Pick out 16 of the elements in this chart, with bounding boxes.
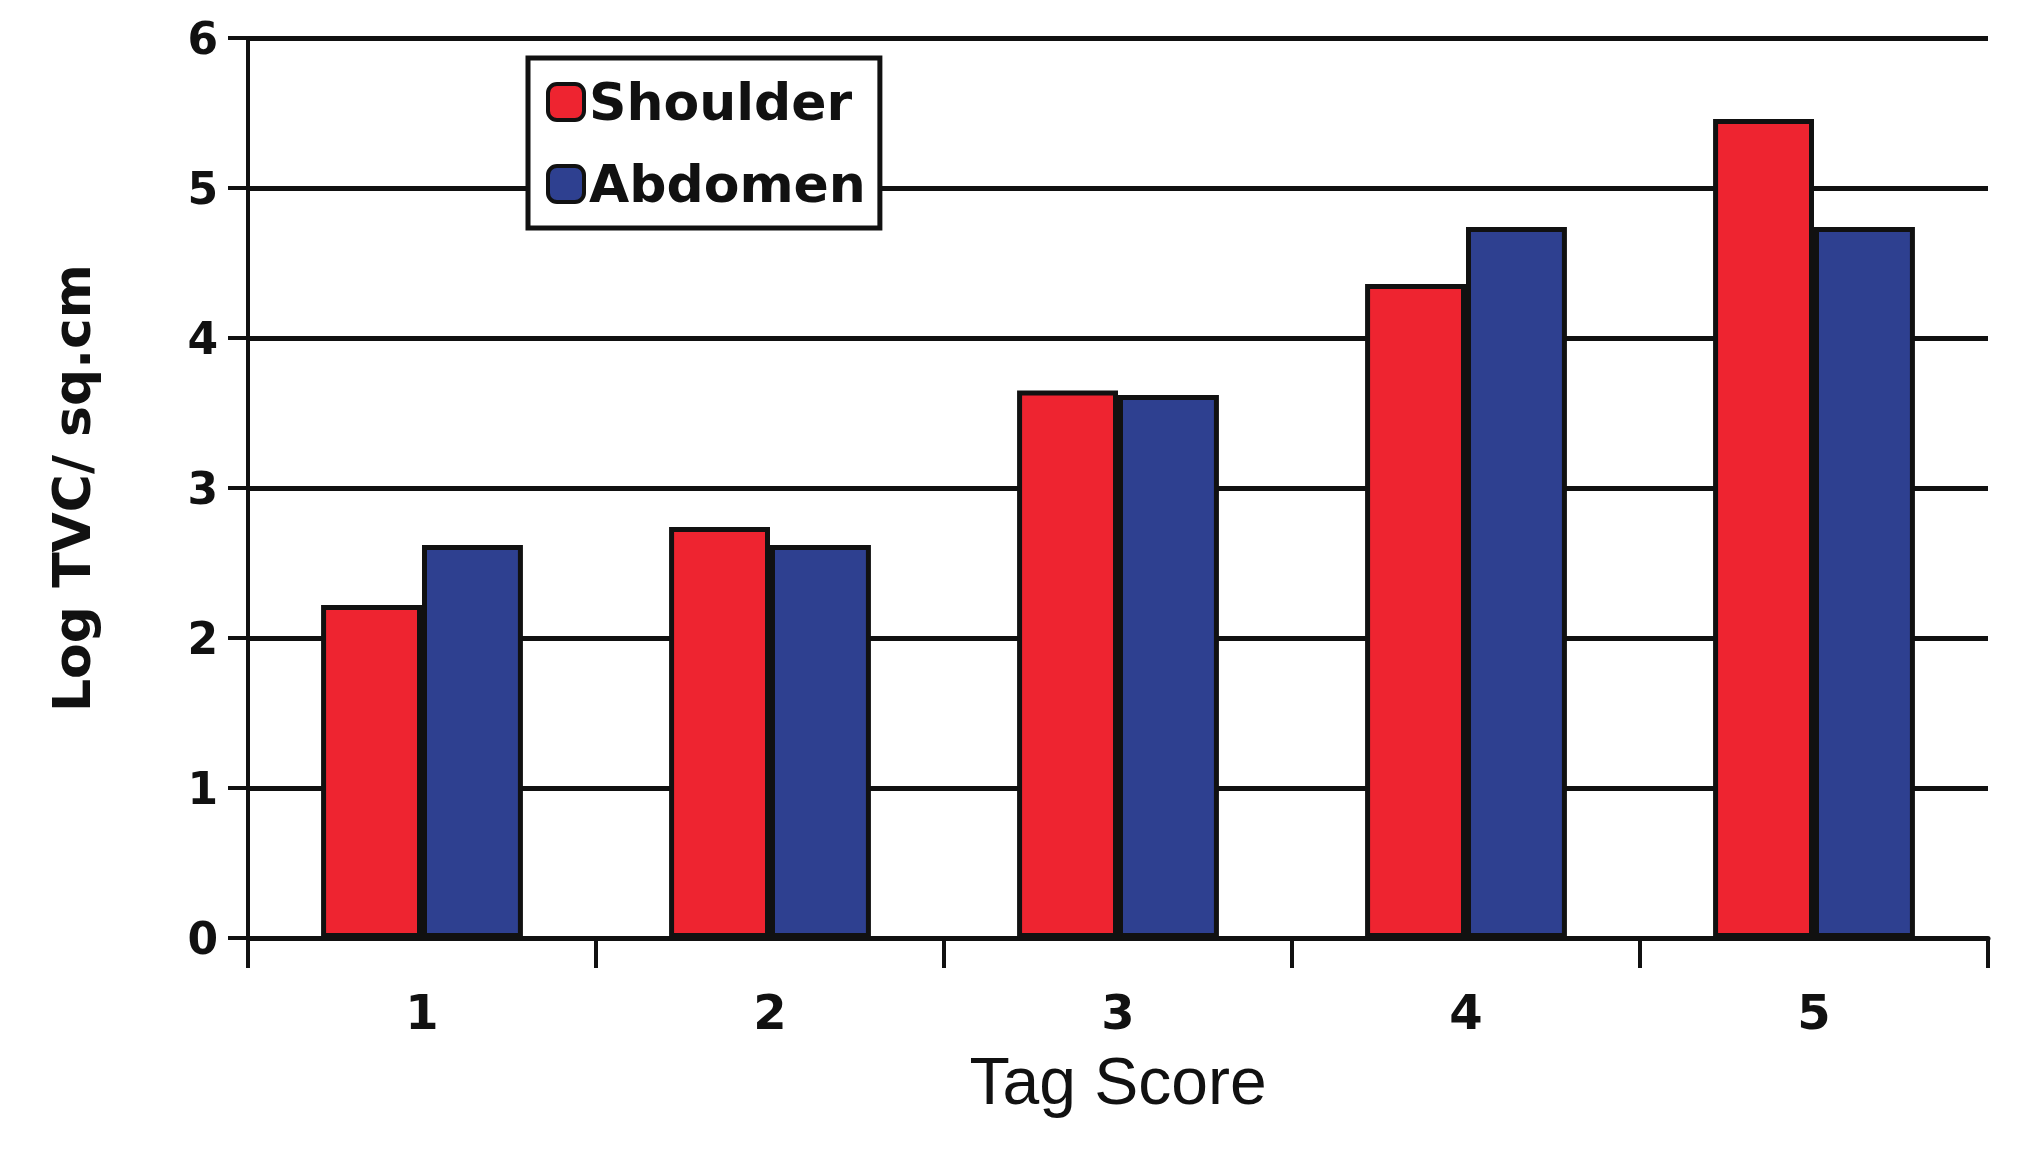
y-tick-label: 0 xyxy=(187,912,218,964)
x-tick-label: 1 xyxy=(405,984,439,1040)
x-tick-label: 5 xyxy=(1797,984,1831,1040)
x-axis-title: Tag Score xyxy=(969,1044,1267,1118)
x-tick-label: 3 xyxy=(1101,984,1135,1040)
y-tick-label: 3 xyxy=(187,462,218,514)
y-tick-label: 1 xyxy=(187,762,218,814)
y-tick-label: 2 xyxy=(187,612,218,664)
legend-label: Shoulder xyxy=(589,72,853,132)
x-tick-label: 4 xyxy=(1449,984,1483,1040)
legend-label: Abdomen xyxy=(589,154,866,214)
y-tick-label: 6 xyxy=(187,12,218,64)
x-tick-label: 2 xyxy=(753,984,787,1040)
y-tick-label: 5 xyxy=(187,162,218,214)
y-axis-title: Log TVC/ sq.cm xyxy=(42,263,102,713)
y-tick-label: 4 xyxy=(187,312,218,364)
